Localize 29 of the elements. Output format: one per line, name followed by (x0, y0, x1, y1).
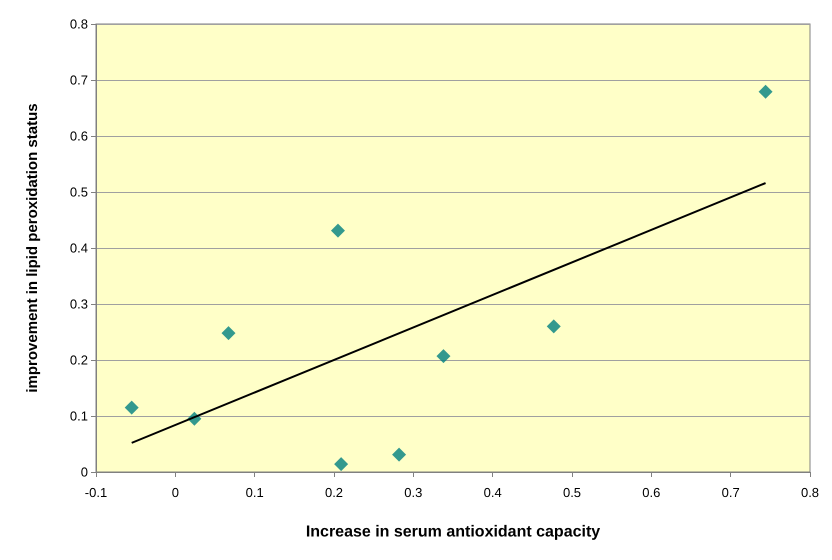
x-tick-label: 0.3 (404, 485, 422, 500)
y-tick-label: 0.1 (70, 408, 88, 424)
y-axis-title: improvement in lipid peroxidation status (24, 103, 41, 393)
x-tick-label: -0.1 (84, 485, 108, 500)
point (436, 349, 450, 364)
x-tick-label: 0.7 (722, 485, 740, 500)
point (334, 457, 348, 472)
x-tick-label: 0.5 (562, 485, 582, 500)
y-tick-label: 0 (80, 464, 88, 480)
point (330, 224, 345, 238)
y-tick-label: 0.5 (70, 184, 88, 200)
y-tick-label: 0.2 (70, 352, 88, 368)
point (221, 326, 236, 340)
y-tick-label: 0.6 (70, 128, 88, 144)
point (546, 319, 561, 334)
y-tick-label: 0.8 (70, 16, 88, 32)
y-tick-label: 0.7 (70, 72, 88, 88)
point (758, 84, 773, 99)
x-tick-label: 0 (172, 485, 179, 500)
y-tick-label: 0.3 (70, 296, 88, 312)
y-tick-label: 0.4 (70, 240, 88, 256)
x-tick-label: 0.8 (800, 485, 820, 500)
x-tick-label: 0.2 (324, 485, 344, 500)
x-tick-label: 0.1 (246, 485, 264, 500)
point (392, 448, 406, 462)
x-axis-title: Increase in serum antioxidant capacity (306, 524, 600, 540)
point (124, 400, 139, 415)
x-tick-label: 0.4 (484, 485, 502, 500)
x-tick-label: 0.6 (642, 485, 660, 500)
